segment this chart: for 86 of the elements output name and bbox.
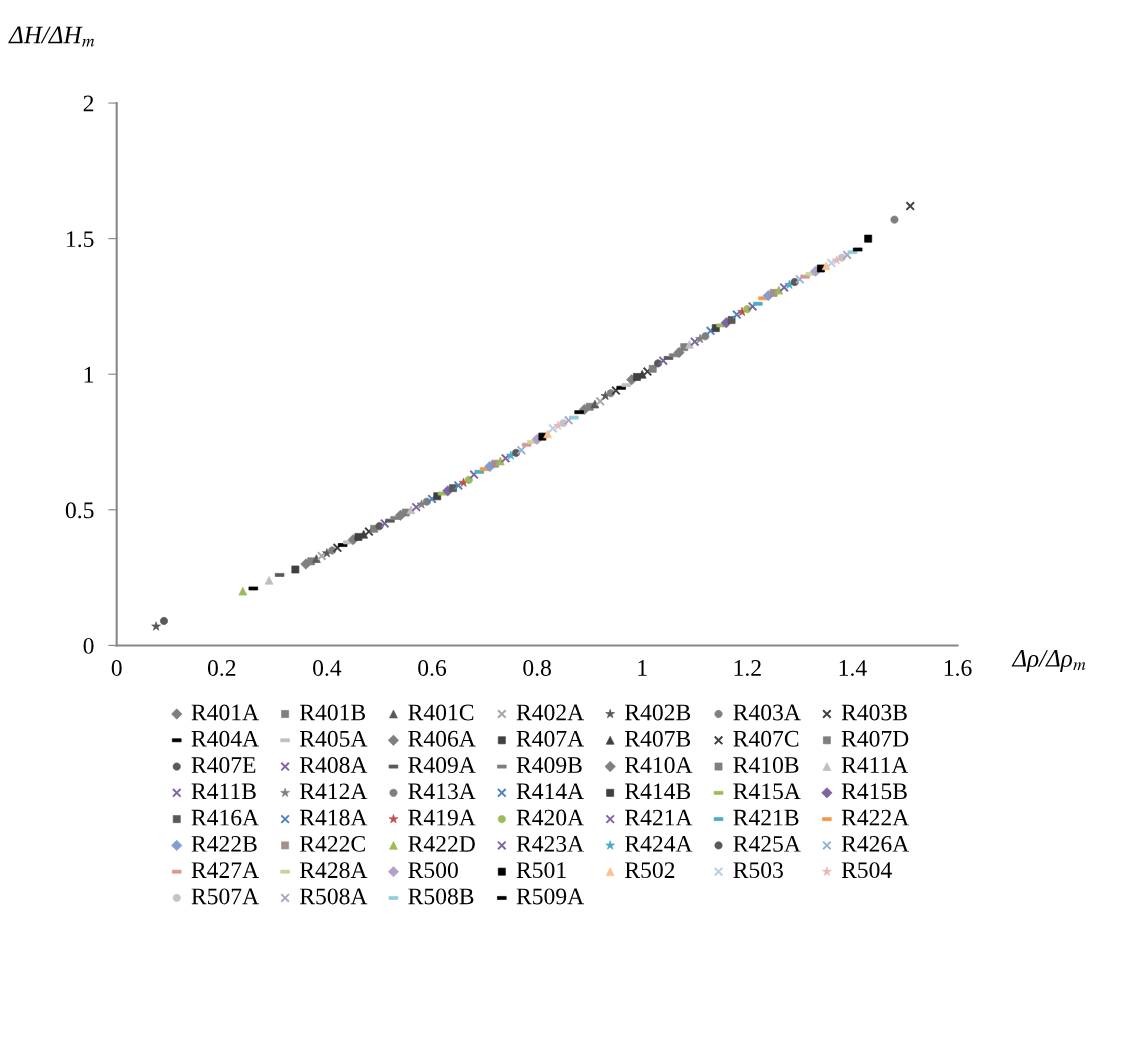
- x-tick-label: 1.2: [734, 660, 761, 677]
- point: [689, 336, 700, 347]
- legend-label: R402B: [625, 704, 691, 721]
- x-tick-label: 0.4: [313, 659, 342, 677]
- point: [500, 453, 511, 464]
- legend-label: R509A: [516, 888, 585, 905]
- point: [905, 201, 915, 211]
- legend-label: R407D: [841, 730, 909, 747]
- legend-label: R401A: [191, 704, 259, 721]
- legend-label: R409A: [408, 757, 476, 773]
- legend-label: R403A: [733, 704, 801, 721]
- point: [548, 423, 558, 434]
- y-tick-label: 0.5: [65, 502, 94, 519]
- legend-label: R504: [841, 862, 892, 879]
- legend-label: R420A: [516, 809, 585, 826]
- point: [642, 366, 653, 377]
- legend-label: R508B: [408, 888, 474, 905]
- legend-label: R422B: [191, 835, 257, 852]
- y-tick-label: 1: [84, 366, 94, 383]
- legend-label: R507A: [191, 888, 259, 905]
- legend-label: R405A: [299, 730, 368, 747]
- legend-label: R500: [408, 862, 458, 879]
- legend-label: R409B: [516, 757, 582, 773]
- legend-label: R508A: [299, 888, 368, 905]
- legend-label: R404A: [191, 730, 259, 747]
- point: [516, 445, 527, 455]
- point: [826, 258, 837, 268]
- legend-label: R410A: [625, 757, 693, 773]
- legend-label: R413A: [408, 783, 476, 800]
- y-axis-title: ΔH/ΔH$_{m}$: [8, 26, 95, 47]
- legend-label: R422C: [299, 835, 365, 852]
- legend-label: R421B: [733, 809, 799, 826]
- legend-label: R422D: [408, 835, 475, 852]
- point: [705, 326, 716, 336]
- legend-label: R401C: [408, 704, 474, 721]
- x-axis-title: Δρ/Δρ$_{m}$: [1011, 650, 1086, 672]
- legend-label: R407B: [625, 730, 691, 747]
- point: [427, 494, 437, 504]
- legend-label: R415B: [841, 783, 907, 800]
- point: [469, 469, 479, 480]
- legend-label: R422A: [841, 809, 910, 826]
- x-tick-label: 1.6: [944, 660, 972, 677]
- x-tick-label: 0.8: [523, 659, 551, 677]
- legend-label: R419A: [408, 809, 476, 826]
- y-tick-label: 2: [83, 95, 94, 112]
- y-tick-label: 0: [83, 637, 94, 654]
- point: [732, 309, 742, 320]
- x-tick-label: 0.6: [418, 659, 447, 677]
- x-tick-label: 1.4: [839, 660, 867, 677]
- legend-label: R407E: [191, 757, 256, 773]
- y-tick-label: 1.5: [67, 231, 94, 248]
- point: [595, 396, 605, 407]
- legend-label: R411A: [841, 757, 909, 773]
- legend-label: R416A: [191, 809, 259, 826]
- legend-label: R401B: [299, 704, 366, 721]
- legend-label: R407C: [733, 730, 799, 747]
- legend-label: R403B: [841, 704, 907, 721]
- legend-label: R408A: [299, 757, 368, 773]
- legend-label: R412A: [299, 783, 368, 800]
- point: [411, 502, 422, 512]
- legend-label: R424A: [625, 835, 693, 852]
- x-tick-label: 0: [111, 659, 122, 676]
- legend-label: R503: [733, 862, 783, 879]
- legend-label: R423A: [516, 835, 585, 852]
- legend-label: R426A: [841, 835, 910, 852]
- legend-label: R421A: [625, 809, 693, 826]
- x-tick-label: 0.2: [207, 659, 236, 677]
- legend-label: R411B: [191, 783, 256, 800]
- legend-label: R406A: [408, 730, 476, 747]
- point: [316, 551, 327, 561]
- point: [779, 282, 789, 293]
- legend-label: R402A: [516, 704, 585, 721]
- point: [364, 526, 374, 537]
- legend-label: R427A: [191, 862, 259, 878]
- legend-label: R418A: [299, 809, 368, 826]
- legend-label: R414B: [625, 783, 691, 800]
- point: [453, 480, 464, 491]
- legend-label: R428A: [299, 862, 368, 879]
- legend-label: R502: [625, 862, 675, 879]
- legend-label: R414A: [516, 783, 585, 800]
- legend-label: R415A: [733, 783, 801, 800]
- x-tick-label: 1: [638, 660, 647, 676]
- legend-label: R407A: [516, 730, 585, 747]
- legend-label: R501: [516, 862, 566, 879]
- legend-label: R410B: [733, 757, 799, 773]
- legend-label: R425A: [733, 835, 801, 852]
